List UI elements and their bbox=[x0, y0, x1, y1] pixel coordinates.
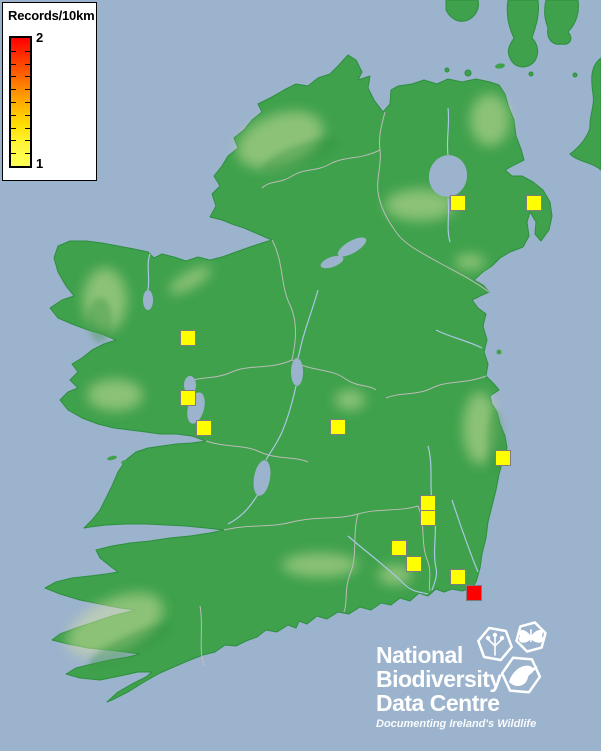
hexagon-outline bbox=[500, 656, 542, 694]
record-square[interactable] bbox=[450, 195, 466, 211]
logo-line-3: Data Centre bbox=[376, 690, 500, 716]
legend-colorbar bbox=[9, 36, 32, 168]
legend-max-value: 2 bbox=[36, 30, 44, 45]
logo-line-1: National bbox=[376, 642, 463, 668]
record-square[interactable] bbox=[466, 585, 482, 601]
county-boundaries bbox=[187, 111, 490, 667]
legend-title: Records/10km bbox=[8, 8, 95, 23]
colorbar-tick bbox=[25, 140, 30, 142]
colorbar-tick bbox=[25, 153, 30, 155]
record-square[interactable] bbox=[196, 420, 212, 436]
scotland-landmasses bbox=[444, 0, 601, 171]
tree-icon bbox=[485, 632, 505, 656]
colorbar-tick bbox=[11, 89, 16, 91]
colorbar-tick bbox=[11, 76, 16, 78]
logo-tagline: Documenting Ireland's Wildlife bbox=[376, 718, 537, 730]
colorbar-tick bbox=[11, 50, 16, 52]
record-square[interactable] bbox=[495, 450, 511, 466]
record-square[interactable] bbox=[420, 495, 436, 511]
hexagon-outline bbox=[477, 626, 513, 662]
colorbar-tick bbox=[11, 153, 16, 155]
record-square[interactable] bbox=[420, 510, 436, 526]
record-square[interactable] bbox=[180, 330, 196, 346]
colorbar-tick bbox=[25, 114, 30, 116]
hexagon-outline bbox=[515, 621, 547, 653]
bird-icon bbox=[509, 665, 538, 687]
record-square[interactable] bbox=[450, 569, 466, 585]
colorbar-tick bbox=[25, 63, 30, 65]
logo-line-2: Biodiversity bbox=[376, 666, 502, 692]
record-square[interactable] bbox=[406, 556, 422, 572]
lakes bbox=[143, 155, 468, 496]
nbdc-logo: National Biodiversity Data Centre Docume… bbox=[376, 643, 536, 730]
colorbar-tick bbox=[25, 50, 30, 52]
relief-shadow bbox=[88, 138, 503, 667]
record-square[interactable] bbox=[330, 419, 346, 435]
nbdc-logo-icons bbox=[477, 621, 547, 694]
colorbar-tick bbox=[25, 102, 30, 103]
colorbar-tick bbox=[11, 127, 16, 129]
legend-panel: Records/10km 2 1 bbox=[2, 2, 97, 181]
rivers bbox=[147, 107, 483, 595]
colorbar-tick bbox=[11, 63, 16, 65]
colorbar-tick bbox=[11, 140, 16, 142]
colorbar-tick bbox=[11, 102, 16, 103]
colorbar-tick bbox=[25, 76, 30, 78]
lough-neagh bbox=[428, 155, 468, 197]
colorbar-tick bbox=[25, 89, 30, 91]
butterfly-icon bbox=[518, 629, 544, 643]
record-square[interactable] bbox=[391, 540, 407, 556]
colorbar-tick bbox=[11, 114, 16, 116]
colorbar-tick bbox=[25, 127, 30, 129]
legend-min-value: 1 bbox=[36, 156, 44, 171]
record-square[interactable] bbox=[526, 195, 542, 211]
record-square[interactable] bbox=[180, 390, 196, 406]
offshore-islands bbox=[107, 63, 505, 469]
